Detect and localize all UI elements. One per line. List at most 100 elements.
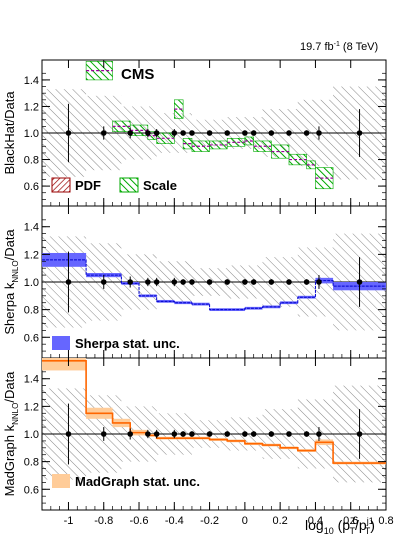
data-point bbox=[100, 431, 107, 437]
y-tick-label: 0.6 bbox=[24, 332, 39, 344]
data-point bbox=[189, 130, 195, 136]
data-point bbox=[100, 130, 107, 136]
y-axis-label-tail: /Data bbox=[2, 371, 17, 403]
y-axis-label-sub: NNLO bbox=[11, 403, 20, 425]
x-tick-label: 0.8 bbox=[378, 515, 393, 527]
data-point bbox=[127, 279, 134, 285]
x-tick-label: -0.4 bbox=[165, 515, 184, 527]
data-point bbox=[206, 279, 213, 285]
panel-madgraph: 0.6 0.8 1.0 1.2 1.4 -1 -0.8 -0.6 -0.4 -0.2 0 0.2 0.4… bbox=[2, 357, 394, 527]
data-point bbox=[316, 279, 322, 285]
legend-sherpa-swatch bbox=[52, 336, 70, 350]
data-point bbox=[145, 279, 151, 285]
data-point bbox=[250, 279, 257, 285]
data-point bbox=[268, 279, 275, 285]
madgraph-line bbox=[42, 359, 386, 464]
x-tick-label: 0.6 bbox=[343, 515, 358, 527]
data-point bbox=[127, 431, 134, 437]
x-tick-label: -0.2 bbox=[200, 515, 219, 527]
x-axis-label: log10 (pZ T/pj1 T) bbox=[305, 516, 375, 536]
data-point bbox=[224, 431, 231, 437]
data-point bbox=[303, 130, 310, 136]
data-point bbox=[286, 130, 292, 136]
data-point bbox=[356, 279, 363, 285]
data-point bbox=[180, 431, 186, 437]
x-tick-label: 0.2 bbox=[273, 515, 288, 527]
y-tick-label: 1.0 bbox=[24, 128, 39, 140]
data-point bbox=[242, 130, 248, 136]
y-axis-label-tail: /Data bbox=[2, 229, 17, 261]
data-point bbox=[145, 431, 151, 437]
data-point bbox=[286, 279, 292, 285]
y-axis-label-sub: NNLO bbox=[11, 260, 20, 282]
data-point bbox=[171, 279, 178, 285]
x-tick-label: 0.4 bbox=[308, 515, 323, 527]
sherpa-line bbox=[42, 259, 386, 311]
data-point bbox=[250, 431, 257, 437]
y-tick-label: 0.8 bbox=[24, 155, 39, 167]
y-tick-label: 0.8 bbox=[24, 305, 39, 317]
data-point bbox=[303, 279, 310, 285]
data-point bbox=[153, 431, 160, 437]
data-point bbox=[224, 130, 231, 136]
y-axis-label: BlackHat/Data bbox=[2, 91, 17, 175]
data-point bbox=[65, 431, 72, 437]
data-point bbox=[356, 431, 363, 437]
y-tick-label: 1.4 bbox=[24, 75, 39, 87]
data-point bbox=[268, 431, 275, 437]
y-tick-label: 1.2 bbox=[24, 101, 39, 113]
data-point bbox=[206, 130, 213, 136]
y-axis-label-main: BlackHat/Data bbox=[2, 91, 17, 175]
y-axis-label: MadGraph kNNLO/Data bbox=[2, 371, 20, 497]
y-tick-label: 1.0 bbox=[24, 277, 39, 289]
y-tick-label: 0.6 bbox=[24, 484, 39, 496]
data-point bbox=[153, 279, 160, 285]
data-point bbox=[65, 130, 72, 136]
data-point bbox=[189, 279, 195, 285]
data-point bbox=[153, 130, 160, 136]
x-tick-label: 0 bbox=[242, 515, 248, 527]
data-point bbox=[100, 279, 107, 285]
data-point bbox=[145, 130, 151, 136]
data-point bbox=[171, 431, 178, 437]
y-axis-label: Sherpa kNNLO/Data bbox=[2, 229, 20, 335]
y-tick-label: 0.8 bbox=[24, 457, 39, 469]
y-tick-label: 1.2 bbox=[24, 249, 39, 261]
x-tick-label: -1 bbox=[64, 515, 74, 527]
x-tick-label: -0.6 bbox=[130, 515, 149, 527]
data-point bbox=[242, 279, 248, 285]
legend-madgraph-label: MadGraph stat. unc. bbox=[75, 474, 200, 489]
data-point bbox=[268, 130, 275, 136]
data-point bbox=[180, 130, 186, 136]
data-point bbox=[224, 279, 231, 285]
x-tick-label: -0.8 bbox=[94, 515, 113, 527]
data-point bbox=[316, 130, 322, 136]
data-point bbox=[65, 279, 72, 285]
data-point bbox=[303, 431, 310, 437]
legend-pdf-swatch bbox=[51, 177, 71, 193]
madgraph-stat-bin bbox=[42, 358, 87, 371]
data-point bbox=[171, 130, 178, 136]
data-point bbox=[180, 279, 186, 285]
panel-blackhat: 0.6 0.8 1.0 1.2 1.4 BlackHat/Data PDF Scale bbox=[2, 59, 387, 207]
y-tick-label: 0.6 bbox=[24, 181, 39, 193]
legend-scale-swatch bbox=[119, 177, 139, 193]
panel-sherpa: 0.6 0.8 1.0 1.2 1.4 Sherpa kNNLO/Data Sherpa s… bbox=[2, 205, 387, 359]
sherpa-stat-bin bbox=[280, 301, 298, 305]
data-point bbox=[127, 130, 134, 136]
sherpa-stat-bin bbox=[174, 301, 192, 305]
y-tick-label: 1.0 bbox=[24, 429, 39, 441]
data-point bbox=[356, 130, 363, 136]
data-point bbox=[189, 431, 195, 437]
data-point bbox=[286, 431, 292, 437]
y-tick-label: 1.4 bbox=[24, 222, 39, 234]
lumi-label: 19.7 fb-1 (8 TeV) bbox=[300, 41, 378, 53]
legend-madgraph-swatch bbox=[52, 474, 70, 488]
y-tick-label: 1.2 bbox=[24, 401, 39, 413]
legend-pdf-label: PDF bbox=[75, 178, 101, 193]
data-point bbox=[242, 431, 248, 437]
data-point bbox=[250, 130, 257, 136]
data-point bbox=[206, 431, 213, 437]
legend-sherpa-label: Sherpa stat. unc. bbox=[75, 336, 180, 351]
